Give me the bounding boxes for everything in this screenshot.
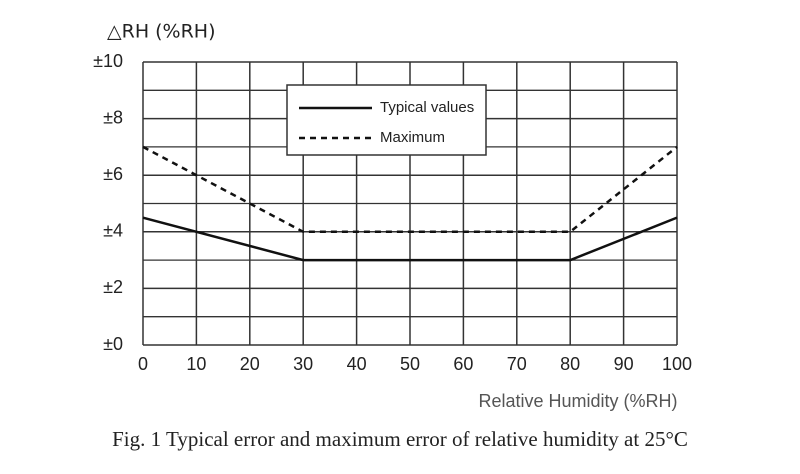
x-tick-label: 70 bbox=[507, 354, 527, 374]
caption: Fig. 1 Typical error and maximum error o… bbox=[112, 427, 688, 451]
x-tick-label: 80 bbox=[560, 354, 580, 374]
y-tick-label: ±6 bbox=[103, 164, 123, 184]
x-tick-label: 10 bbox=[186, 354, 206, 374]
y-tick-label: ±2 bbox=[103, 277, 123, 297]
x-tick-label: 0 bbox=[138, 354, 148, 374]
legend-box bbox=[286, 84, 487, 156]
x-tick-label: 60 bbox=[453, 354, 473, 374]
x-tick-label: 50 bbox=[400, 354, 420, 374]
y-axis-label: △RH (%RH) bbox=[107, 21, 216, 43]
x-tick-label: 40 bbox=[347, 354, 367, 374]
legend-label: Typical values bbox=[380, 99, 474, 116]
y-tick-label: ±10 bbox=[93, 51, 123, 71]
series-line bbox=[142, 216, 678, 262]
y-tick-label: ±0 bbox=[103, 334, 123, 354]
legend-label: Maximum bbox=[380, 129, 445, 146]
y-tick-label: ±4 bbox=[103, 221, 123, 241]
x-tick-label: 100 bbox=[662, 354, 692, 374]
series-line bbox=[142, 145, 678, 234]
x-axis-label: Relative Humidity (%RH) bbox=[478, 391, 677, 411]
x-tick-label: 30 bbox=[293, 354, 313, 374]
y-tick-label: ±8 bbox=[103, 107, 123, 127]
x-tick-label: 20 bbox=[240, 354, 260, 374]
x-tick-label: 90 bbox=[614, 354, 634, 374]
